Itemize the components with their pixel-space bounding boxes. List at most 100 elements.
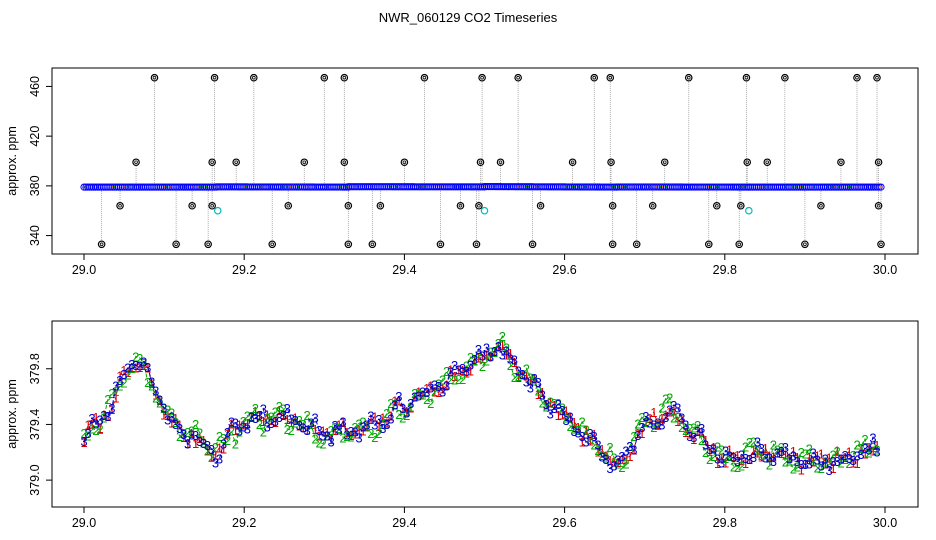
series-3-marker: 3: [853, 448, 860, 463]
series-2-marker: 2: [754, 444, 761, 459]
series-1-marker: 1: [650, 405, 657, 420]
outlier-point: [684, 73, 693, 82]
series-2-marker: 2: [519, 368, 526, 383]
series-1-marker: 1: [682, 425, 689, 440]
outlier-point: [344, 201, 353, 210]
series-2-marker: 2: [622, 457, 629, 472]
series-2-marker: 2: [435, 376, 442, 391]
series-3-marker: 3: [714, 452, 721, 467]
series-1-marker: 1: [439, 381, 446, 396]
series-3-marker: 3: [826, 463, 833, 478]
series-1-marker: 1: [228, 416, 235, 431]
series-3-marker: 3: [419, 384, 426, 399]
series-3-marker: 3: [292, 413, 299, 428]
panel1-x-tick-label: 29.0: [72, 263, 96, 277]
series-2-marker: 2: [156, 396, 163, 411]
series-1-marker: 1: [778, 446, 785, 461]
series-1-marker: 1: [830, 461, 837, 476]
series-2-marker: 2: [586, 432, 593, 447]
series-1-marker: 1: [610, 454, 617, 469]
outlier-point-inner: [879, 242, 883, 247]
series-2-marker: 2: [547, 395, 554, 410]
series-1-marker: 1: [794, 450, 801, 465]
series-2-marker: 2: [459, 372, 466, 387]
series-2-marker: 2: [774, 442, 781, 457]
series-1-marker: 1: [148, 376, 155, 391]
series-1-marker: 1: [427, 378, 434, 393]
series-3-marker: 3: [471, 352, 478, 367]
series-2-marker: 2: [300, 417, 307, 432]
series-2-marker: 2: [798, 445, 805, 460]
series-1-marker: 1: [335, 417, 342, 432]
panel2-x-tick-label: 29.6: [552, 516, 576, 530]
outlier-point-inner: [458, 203, 463, 208]
outlier-point: [208, 201, 216, 210]
series-2-marker: 2: [814, 460, 821, 475]
outlier-point-inner: [634, 242, 639, 247]
outlier-point-inner: [402, 160, 407, 165]
series-2-marker: 2: [726, 449, 733, 464]
series-2-marker: 2: [826, 456, 833, 471]
series-1-marker: 1: [658, 411, 665, 426]
series-3-marker: 3: [658, 418, 665, 433]
series-3-marker: 3: [730, 450, 737, 465]
outlier-point-inner: [286, 203, 291, 208]
series-3-marker: 3: [718, 456, 725, 471]
series-1-marker: 1: [391, 393, 398, 408]
series-1-marker: 1: [762, 441, 769, 456]
series-1-marker: 1: [766, 448, 773, 463]
series-1-marker: 1: [861, 447, 868, 462]
outlier-point: [132, 158, 140, 167]
outlier-point-inner: [474, 242, 479, 247]
series-1-marker: 1: [104, 409, 111, 424]
series-2-marker: 2: [447, 372, 454, 387]
series-3-marker: 3: [220, 436, 227, 451]
series-2-marker: 2: [312, 432, 319, 447]
series-1-marker: 1: [92, 410, 99, 425]
outlier-point: [648, 201, 657, 210]
series-2-marker: 2: [152, 390, 159, 405]
series-2-marker: 2: [252, 401, 259, 416]
series-1-marker: 1: [582, 423, 589, 438]
series-2-marker: 2: [304, 408, 311, 423]
outlier-point-inner: [438, 242, 443, 247]
series-1-marker: 1: [750, 443, 757, 458]
series-1-marker: 1: [351, 427, 358, 442]
outlier-point-inner: [346, 203, 351, 208]
series-2-marker: 2: [483, 354, 490, 369]
outlier-point: [204, 240, 212, 249]
outlier-point: [172, 240, 180, 249]
series-2-marker: 2: [351, 420, 358, 435]
outlier-point: [300, 158, 309, 167]
series-3-marker: 3: [188, 428, 195, 443]
series-2-marker: 2: [132, 349, 139, 364]
outlier-point-inner: [174, 242, 178, 247]
series-3-marker: 3: [758, 441, 765, 456]
series-2-marker: 2: [148, 378, 155, 393]
series-3-marker: 3: [610, 458, 617, 473]
series-3-marker: 3: [630, 443, 637, 458]
series-3-marker: 3: [786, 451, 793, 466]
series-1-marker: 1: [670, 403, 677, 418]
series-2-marker: 2: [120, 375, 127, 390]
series-1-marker: 1: [714, 456, 721, 471]
outlier-point-inner: [745, 160, 750, 165]
series-1-marker: 1: [674, 414, 681, 429]
series-3-marker: 3: [511, 353, 518, 368]
series-2-marker: 2: [710, 449, 717, 464]
outlier-point-inner: [839, 160, 843, 165]
series-2-marker: 2: [503, 341, 510, 356]
series-1-marker: 1: [120, 363, 127, 378]
series-3-marker: 3: [391, 398, 398, 413]
series-1-marker: 1: [738, 453, 745, 468]
series-3-marker: 3: [798, 457, 805, 472]
series-2-marker: 2: [606, 440, 613, 455]
series-2-marker: 2: [682, 423, 689, 438]
outlier-point: [478, 73, 486, 82]
series-1-marker: 1: [511, 355, 518, 370]
series-3-marker: 3: [232, 416, 239, 431]
series-3-marker: 3: [849, 453, 856, 468]
series-1-marker: 1: [288, 415, 295, 430]
series-2-marker: 2: [331, 420, 338, 435]
series-3-marker: 3: [535, 375, 542, 390]
